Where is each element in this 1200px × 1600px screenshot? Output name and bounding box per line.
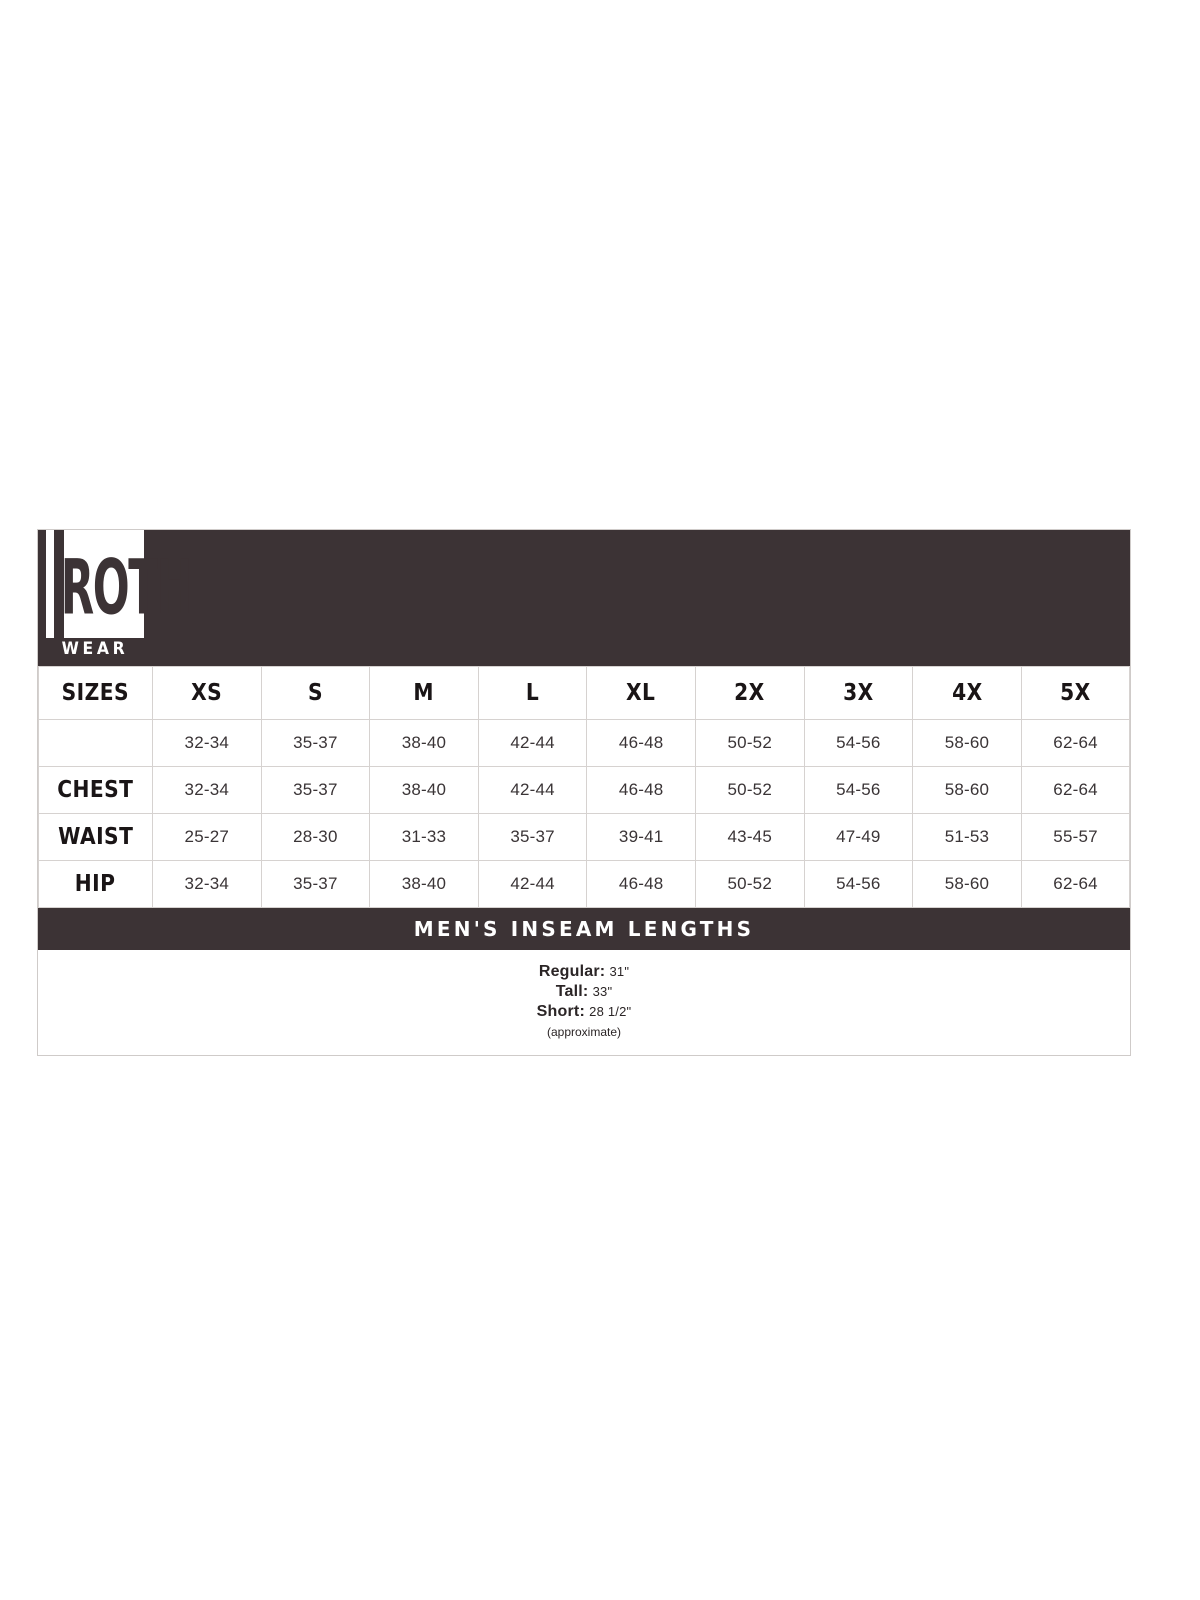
- inseam-entry-short-label: Short:: [536, 1003, 585, 1020]
- inseam-entry-regular-label: Regular:: [538, 963, 606, 980]
- column-header-2x: 2X: [694, 666, 805, 720]
- table-cell: 51-53: [912, 813, 1022, 861]
- table-cell: 62-64: [1020, 766, 1131, 814]
- table-cell: 50-52: [694, 766, 805, 814]
- table-row: HIP 32-34 35-37 38-40 42-44 46-48 50-52 …: [38, 860, 1131, 908]
- row-label: [38, 719, 153, 767]
- inseam-entry-regular-value: 31": [609, 964, 630, 979]
- column-header-5x: 5X: [1020, 666, 1131, 720]
- row-label-chest: CHEST: [38, 766, 153, 814]
- inseam-section-header: MEN'S INSEAM LENGTHS: [38, 908, 1130, 950]
- table-cell: 58-60: [912, 719, 1022, 767]
- inseam-entry-tall-label: Tall:: [555, 983, 589, 1000]
- table-cell: 42-44: [477, 719, 588, 767]
- table-cell: 35-37: [260, 719, 371, 767]
- table-cell: 54-56: [803, 860, 914, 908]
- table-cell: 58-60: [912, 860, 1022, 908]
- table-cell: 39-41: [586, 813, 696, 861]
- table-cell: 38-40: [369, 766, 479, 814]
- column-header-s: S: [260, 666, 371, 720]
- column-header-4x: 4X: [912, 666, 1022, 720]
- row-label-waist: WAIST: [38, 813, 153, 861]
- table-cell: 32-34: [152, 766, 262, 814]
- table-cell: 46-48: [586, 766, 696, 814]
- table-cell: 54-56: [803, 719, 914, 767]
- column-header-xl-label: XL: [626, 680, 656, 706]
- table-cell: 42-44: [477, 860, 588, 908]
- table-cell: 54-56: [803, 766, 914, 814]
- table-cell: 47-49: [803, 813, 914, 861]
- inseam-entry-short-value: 28 1/2": [589, 1004, 632, 1019]
- inseam-entry-tall-value: 33": [592, 984, 613, 999]
- size-measurements-table: SIZES XS S M L XL 2X 3X 4X 5X 32-34 35-3…: [38, 666, 1131, 908]
- column-header-3x: 3X: [803, 666, 914, 720]
- table-cell: 42-44: [477, 766, 588, 814]
- row-label-hip: HIP: [38, 860, 153, 908]
- table-row: WAIST 25-27 28-30 31-33 35-37 39-41 43-4…: [38, 813, 1131, 861]
- column-header-s-label: S: [307, 680, 323, 706]
- column-header-5x-label: 5X: [1060, 680, 1091, 706]
- table-cell: 35-37: [260, 860, 371, 908]
- table-cell: 38-40: [369, 719, 479, 767]
- inseam-entry-tall: Tall: 33": [38, 982, 1130, 1002]
- table-cell: 31-33: [369, 813, 479, 861]
- column-header-l: L: [477, 666, 588, 720]
- table-cell: 46-48: [586, 860, 696, 908]
- table-header-row: SIZES XS S M L XL 2X 3X 4X 5X: [38, 666, 1131, 720]
- table-cell: 50-52: [694, 860, 805, 908]
- table-cell: 43-45: [694, 813, 805, 861]
- column-header-4x-label: 4X: [951, 680, 983, 706]
- table-row: 32-34 35-37 38-40 42-44 46-48 50-52 54-5…: [38, 719, 1131, 767]
- logo-accent-bar: [54, 530, 64, 638]
- logo-wordmark-primary: ROTH: [60, 542, 193, 632]
- table-cell: 38-40: [369, 860, 479, 908]
- table-cell: 32-34: [152, 860, 262, 908]
- logo-wordmark-secondary: WEAR: [61, 639, 129, 659]
- table-cell: 25-27: [152, 813, 262, 861]
- inseam-section-body: Regular: 31" Tall: 33" Short: 28 1/2" (a…: [38, 950, 1130, 1055]
- table-cell: 62-64: [1020, 719, 1131, 767]
- table-cell: 62-64: [1020, 860, 1131, 908]
- size-chart-card: ROTH WEAR SIZES XS S M L XL 2X 3: [37, 529, 1131, 1056]
- column-header-m: M: [369, 666, 479, 720]
- row-label-hip-text: HIP: [75, 871, 116, 897]
- table-row: CHEST 32-34 35-37 38-40 42-44 46-48 50-5…: [38, 766, 1131, 814]
- column-header-3x-label: 3X: [843, 680, 874, 706]
- table-cell: 58-60: [912, 766, 1022, 814]
- table-cell: 55-57: [1020, 813, 1131, 861]
- column-header-sizes-label: SIZES: [61, 680, 130, 706]
- brand-banner: ROTH WEAR: [38, 530, 1130, 666]
- column-header-xl: XL: [586, 666, 696, 720]
- inseam-entry-regular: Regular: 31": [38, 962, 1130, 982]
- row-label-chest-text: CHEST: [57, 777, 134, 803]
- column-header-l-label: L: [525, 680, 540, 706]
- table-cell: 28-30: [260, 813, 371, 861]
- table-cell: 32-34: [152, 719, 262, 767]
- table-cell: 35-37: [477, 813, 588, 861]
- table-cell: 35-37: [260, 766, 371, 814]
- column-header-sizes: SIZES: [38, 666, 153, 720]
- inseam-approximate-note: (approximate): [546, 1025, 622, 1039]
- inseam-entry-short: Short: 28 1/2": [38, 1002, 1130, 1022]
- brand-logo: ROTH WEAR: [46, 530, 193, 666]
- inseam-section-title: MEN'S INSEAM LENGTHS: [413, 917, 755, 941]
- column-header-2x-label: 2X: [734, 680, 766, 706]
- row-label-waist-text: WAIST: [57, 824, 134, 850]
- column-header-xs: XS: [152, 666, 262, 720]
- column-header-xs-label: XS: [191, 680, 223, 706]
- table-cell: 50-52: [694, 719, 805, 767]
- table-cell: 46-48: [586, 719, 696, 767]
- column-header-m-label: M: [413, 680, 435, 706]
